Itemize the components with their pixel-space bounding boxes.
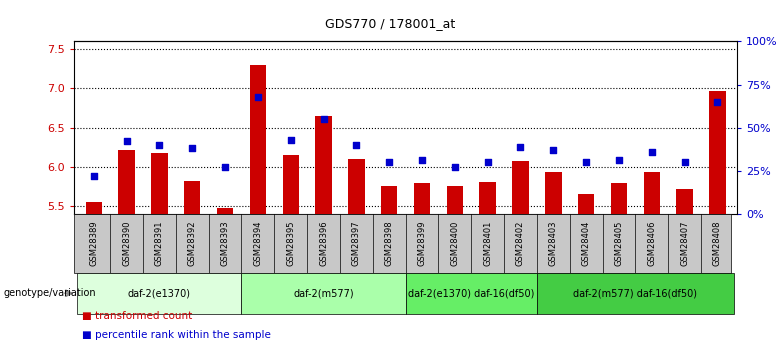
Bar bbox=[86, 202, 102, 214]
Bar bbox=[676, 189, 693, 214]
Bar bbox=[217, 208, 233, 214]
Text: GSM28406: GSM28406 bbox=[647, 220, 656, 266]
Point bbox=[547, 147, 559, 153]
Text: GSM28401: GSM28401 bbox=[483, 220, 492, 266]
Bar bbox=[709, 91, 725, 214]
Bar bbox=[242, 273, 406, 314]
Point bbox=[153, 142, 165, 148]
Bar bbox=[315, 116, 332, 214]
Text: GSM28404: GSM28404 bbox=[582, 220, 590, 266]
Text: ■ percentile rank within the sample: ■ percentile rank within the sample bbox=[82, 330, 271, 339]
Bar bbox=[77, 273, 242, 314]
Text: GSM28398: GSM28398 bbox=[385, 220, 394, 266]
Bar bbox=[381, 186, 397, 214]
Point bbox=[580, 159, 592, 165]
Bar bbox=[578, 194, 594, 214]
Text: GSM28403: GSM28403 bbox=[549, 220, 558, 266]
Point bbox=[448, 165, 461, 170]
Text: GSM28393: GSM28393 bbox=[221, 220, 229, 266]
Point bbox=[416, 158, 428, 163]
Bar bbox=[348, 159, 364, 214]
Bar bbox=[282, 155, 299, 214]
Point bbox=[252, 94, 264, 99]
Point bbox=[679, 159, 691, 165]
Point bbox=[219, 165, 232, 170]
Text: GSM28407: GSM28407 bbox=[680, 220, 689, 266]
Point bbox=[383, 159, 395, 165]
Bar bbox=[119, 150, 135, 214]
Point bbox=[711, 99, 724, 105]
Bar bbox=[537, 273, 734, 314]
Text: GSM28394: GSM28394 bbox=[254, 220, 262, 266]
Bar bbox=[414, 183, 431, 214]
Point bbox=[481, 159, 494, 165]
Text: GSM28405: GSM28405 bbox=[615, 220, 623, 266]
Bar bbox=[406, 273, 537, 314]
Text: GSM28392: GSM28392 bbox=[188, 220, 197, 266]
Bar bbox=[480, 182, 496, 214]
Text: GSM28389: GSM28389 bbox=[89, 220, 98, 266]
Text: daf-2(m577): daf-2(m577) bbox=[293, 288, 354, 298]
Text: GSM28395: GSM28395 bbox=[286, 220, 295, 266]
Text: GSM28390: GSM28390 bbox=[122, 220, 131, 266]
Text: daf-2(e1370): daf-2(e1370) bbox=[128, 288, 191, 298]
Bar bbox=[184, 181, 200, 214]
Point bbox=[317, 116, 330, 122]
Text: genotype/variation: genotype/variation bbox=[4, 288, 97, 298]
Bar bbox=[545, 172, 562, 214]
Point bbox=[87, 173, 100, 179]
Point bbox=[514, 144, 526, 149]
Text: GSM28399: GSM28399 bbox=[417, 220, 427, 266]
Point bbox=[613, 158, 626, 163]
Text: GSM28397: GSM28397 bbox=[352, 220, 361, 266]
Text: ■ transformed count: ■ transformed count bbox=[82, 311, 192, 321]
Text: GSM28400: GSM28400 bbox=[450, 220, 459, 266]
Text: GSM28408: GSM28408 bbox=[713, 220, 722, 266]
Point bbox=[646, 149, 658, 155]
Bar bbox=[250, 65, 266, 214]
Point bbox=[186, 146, 198, 151]
Bar bbox=[644, 171, 660, 214]
Bar bbox=[512, 161, 529, 214]
Point bbox=[285, 137, 297, 142]
Point bbox=[350, 142, 363, 148]
Text: GSM28391: GSM28391 bbox=[155, 220, 164, 266]
Text: daf-2(m577) daf-16(df50): daf-2(m577) daf-16(df50) bbox=[573, 288, 697, 298]
Point bbox=[120, 139, 133, 144]
Bar bbox=[447, 186, 463, 214]
Text: GSM28402: GSM28402 bbox=[516, 220, 525, 266]
Text: daf-2(e1370) daf-16(df50): daf-2(e1370) daf-16(df50) bbox=[408, 288, 534, 298]
Bar bbox=[151, 153, 168, 214]
Bar bbox=[611, 183, 627, 214]
Text: GDS770 / 178001_at: GDS770 / 178001_at bbox=[325, 17, 455, 30]
Text: GSM28396: GSM28396 bbox=[319, 220, 328, 266]
